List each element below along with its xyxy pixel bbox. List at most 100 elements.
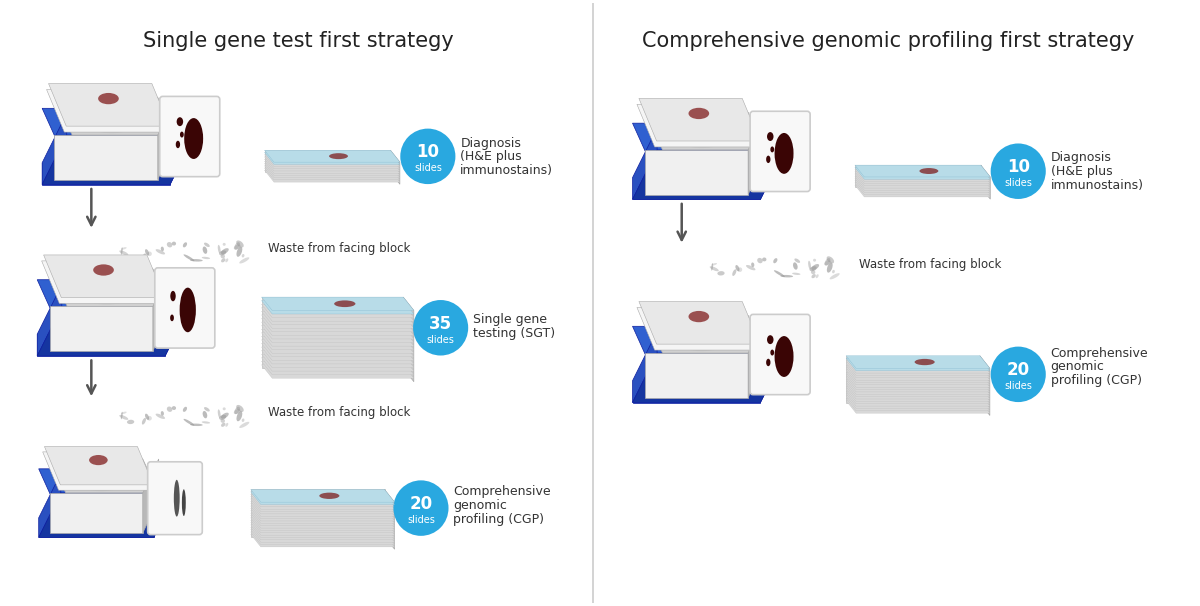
Ellipse shape [751,262,755,267]
Polygon shape [49,269,170,307]
Polygon shape [846,365,990,378]
Polygon shape [37,285,62,356]
Ellipse shape [221,248,229,254]
Polygon shape [42,261,163,304]
Polygon shape [846,387,990,399]
Ellipse shape [172,242,176,245]
Polygon shape [854,167,990,179]
Ellipse shape [202,257,210,259]
Ellipse shape [766,359,770,366]
Polygon shape [846,382,990,395]
Polygon shape [644,112,766,150]
Polygon shape [846,398,990,411]
Ellipse shape [217,409,221,418]
Ellipse shape [236,241,244,247]
Polygon shape [251,506,395,519]
Ellipse shape [184,118,203,159]
Polygon shape [846,401,990,413]
Ellipse shape [182,489,186,516]
Polygon shape [846,356,990,368]
Ellipse shape [319,493,340,499]
Ellipse shape [142,418,146,425]
Polygon shape [632,331,658,402]
Text: slides: slides [1004,178,1032,188]
Ellipse shape [762,258,767,261]
Ellipse shape [236,405,244,412]
FancyBboxPatch shape [155,268,215,348]
Ellipse shape [914,359,935,365]
Ellipse shape [156,414,166,419]
Ellipse shape [746,265,756,270]
Polygon shape [632,353,785,402]
Polygon shape [854,165,980,187]
FancyBboxPatch shape [750,315,810,395]
Ellipse shape [811,274,816,278]
Polygon shape [37,280,190,335]
Ellipse shape [142,253,146,260]
Ellipse shape [127,255,134,259]
Polygon shape [846,377,990,390]
Circle shape [413,300,468,356]
Ellipse shape [80,282,132,305]
Ellipse shape [329,153,348,159]
Ellipse shape [686,114,707,125]
Ellipse shape [167,407,173,412]
Ellipse shape [98,93,119,104]
Polygon shape [262,301,414,314]
Ellipse shape [221,413,229,419]
Ellipse shape [736,265,739,271]
Ellipse shape [148,416,152,421]
Ellipse shape [176,117,184,126]
Ellipse shape [119,415,128,420]
Text: 10: 10 [1007,158,1030,176]
Text: (H&E plus: (H&E plus [461,150,522,164]
Polygon shape [384,490,395,549]
Ellipse shape [824,258,830,265]
Polygon shape [42,113,67,185]
Ellipse shape [202,421,210,424]
Ellipse shape [204,407,210,411]
Ellipse shape [145,249,149,255]
Polygon shape [632,123,785,178]
Polygon shape [638,302,760,344]
Text: testing (SGT): testing (SGT) [473,327,556,340]
Ellipse shape [91,270,112,282]
Ellipse shape [221,258,226,262]
Ellipse shape [121,247,127,250]
Ellipse shape [217,245,221,253]
Polygon shape [644,150,748,195]
Polygon shape [264,159,400,171]
Text: Comprehensive: Comprehensive [1051,347,1148,359]
Polygon shape [637,104,758,147]
Ellipse shape [794,259,800,263]
Ellipse shape [236,247,242,257]
Polygon shape [390,150,400,184]
Ellipse shape [239,258,250,264]
Ellipse shape [127,420,134,424]
Text: slides: slides [407,515,434,525]
Polygon shape [38,469,176,518]
Ellipse shape [223,243,226,246]
Text: Waste from facing block: Waste from facing block [859,258,1001,271]
Polygon shape [42,135,194,185]
FancyBboxPatch shape [160,96,220,177]
Ellipse shape [816,275,818,278]
Text: slides: slides [414,163,442,173]
Ellipse shape [170,315,174,321]
Circle shape [991,144,1045,199]
Ellipse shape [709,266,719,271]
Ellipse shape [85,110,137,133]
Polygon shape [846,358,990,371]
Polygon shape [48,84,169,126]
Text: Waste from facing block: Waste from facing block [269,407,410,419]
Text: immunostains): immunostains) [1051,179,1144,192]
Ellipse shape [832,270,835,273]
Polygon shape [846,363,990,376]
Ellipse shape [808,261,811,269]
Polygon shape [632,150,785,199]
Ellipse shape [180,288,196,332]
Polygon shape [846,393,990,406]
Ellipse shape [770,147,774,152]
Ellipse shape [811,264,820,270]
Polygon shape [980,356,990,416]
